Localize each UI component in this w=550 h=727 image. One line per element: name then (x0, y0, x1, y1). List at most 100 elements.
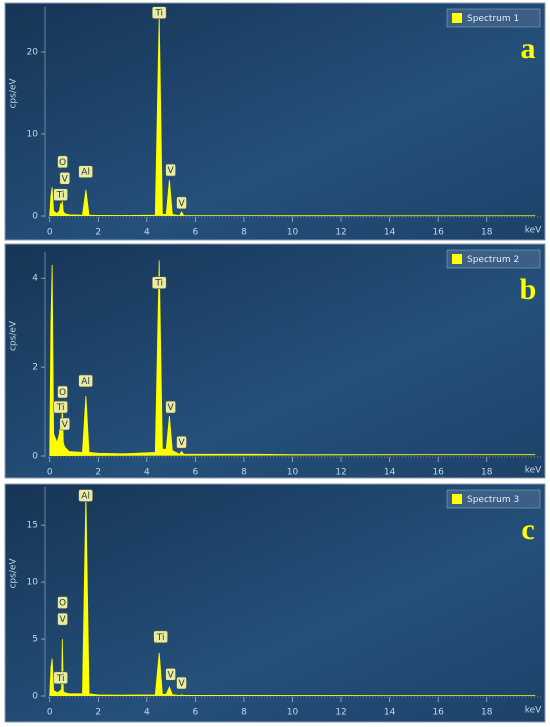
peak-label-text: Ti (156, 633, 165, 643)
peak-label-box (59, 171, 71, 185)
y-axis-label: cps/eV (9, 558, 19, 589)
peak-label: Ti (151, 276, 167, 289)
peak-label: O (57, 596, 68, 609)
peak-label-text: Al (81, 492, 90, 502)
legend-box (446, 489, 541, 509)
x-tick-label: 14 (384, 228, 396, 238)
panel-background (4, 483, 546, 723)
peak-label: V (176, 435, 187, 449)
x-tick-label: 8 (241, 468, 247, 478)
peak-label: O (57, 155, 68, 169)
peak-label-box (53, 188, 68, 201)
y-axis-label: cps/eV (9, 78, 19, 109)
x-tick-label: 2 (95, 468, 101, 478)
x-tick-label: 0 (47, 468, 53, 478)
peak-label: V (165, 668, 176, 681)
y-axis-label: cps/eV (9, 320, 19, 351)
peak-label-text: V (178, 438, 185, 448)
peak-label-text: Ti (154, 9, 163, 19)
x-tick-label: 8 (241, 708, 247, 718)
x-axis-label: keV (525, 466, 542, 476)
peak-label: Ti (53, 188, 68, 201)
x-tick-label: 18 (481, 708, 493, 718)
peak-label-text: Ti (56, 674, 65, 684)
peak-label-text: O (59, 388, 66, 398)
peak-label-text: V (168, 403, 175, 413)
x-tick-label: 10 (287, 468, 299, 478)
peak-label: V (59, 417, 71, 431)
peak-label-box (78, 165, 93, 179)
legend-label: Spectrum 2 (467, 255, 519, 265)
spectrum-panel: 0 10 20 0 2 4 6 8 10 12 14 16 18 keV cps/eV Ti O Ti V Al V V S… (4, 2, 546, 241)
x-tick-label: 14 (384, 708, 396, 718)
x-tick-label: 4 (144, 228, 150, 238)
x-tick-label: 2 (95, 708, 101, 718)
x-tick-label: 0 (47, 708, 53, 718)
peak-label: Ti (53, 671, 68, 685)
peak-label: V (59, 171, 71, 185)
y-tick-label: 10 (27, 578, 39, 588)
peak-label-box (53, 400, 68, 414)
peak-label-box (57, 596, 68, 609)
peak-label-text: V (62, 420, 69, 430)
peak-label-box (153, 630, 168, 644)
x-tick-label: 14 (384, 468, 396, 478)
legend-swatch (452, 254, 462, 264)
peak-label-box (57, 385, 68, 399)
peak-label-box (165, 400, 176, 414)
peak-label-box (78, 489, 93, 502)
legend-box (446, 8, 541, 28)
peak-label-text: Al (81, 168, 90, 178)
peak-label-text: V (59, 615, 66, 625)
peak-label-box (176, 196, 187, 210)
legend-swatch (452, 494, 462, 504)
peak-label: Al (78, 489, 93, 502)
peak-label-text: V (178, 679, 185, 689)
legend-label: Spectrum 3 (467, 495, 519, 505)
panel-letter: a (521, 32, 536, 65)
panel-letter: c (521, 513, 534, 546)
x-tick-label: 16 (432, 228, 444, 238)
x-tick-label: 8 (241, 228, 247, 238)
x-tick-label: 2 (95, 228, 101, 238)
peak-label: Ti (153, 630, 168, 644)
x-axis-label: keV (525, 706, 542, 716)
y-tick-label: 4 (32, 274, 38, 284)
peak-label: Ti (151, 6, 167, 19)
peak-label-text: O (59, 599, 66, 609)
y-tick-label: 5 (32, 635, 38, 645)
peak-label: Al (78, 374, 93, 388)
x-tick-label: 12 (335, 708, 346, 718)
y-tick-label: 2 (32, 363, 38, 373)
x-tick-label: 18 (481, 228, 493, 238)
peak-label-text: Al (81, 377, 90, 387)
y-tick-label: 10 (27, 130, 39, 140)
peak-label-box (165, 668, 176, 681)
x-tick-label: 12 (335, 468, 346, 478)
y-tick-label: 15 (27, 521, 38, 531)
peak-label: V (165, 400, 176, 414)
peak-label-text: V (178, 199, 185, 209)
y-tick-label: 0 (32, 452, 38, 462)
x-tick-label: 16 (432, 708, 444, 718)
x-tick-label: 16 (432, 468, 444, 478)
x-axis-label: keV (525, 226, 542, 236)
y-tick-label: 0 (32, 692, 38, 702)
spectrum (49, 15, 536, 217)
legend-swatch (452, 13, 462, 23)
peak-label-box (165, 163, 176, 177)
peak-label: V (165, 163, 176, 177)
peak-label-box (151, 6, 167, 19)
x-tick-label: 6 (193, 468, 199, 478)
peak-label-text: Ti (56, 191, 65, 201)
peak-label-text: V (168, 166, 175, 176)
peak-label: V (176, 676, 187, 690)
legend-box (446, 249, 541, 269)
panel-letter: b (520, 273, 537, 306)
y-tick-label: 0 (32, 212, 38, 222)
x-tick-label: 10 (287, 228, 299, 238)
x-tick-label: 18 (481, 468, 493, 478)
peak-label-box (78, 374, 93, 388)
